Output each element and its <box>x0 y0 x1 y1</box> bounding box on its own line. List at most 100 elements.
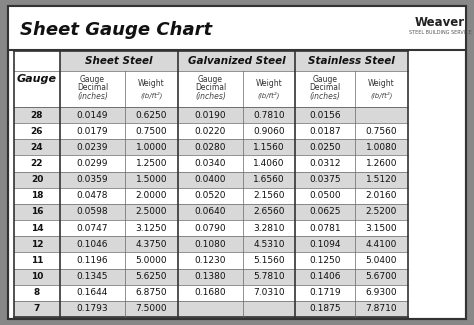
Text: 12: 12 <box>31 240 43 249</box>
Text: 0.7810: 0.7810 <box>253 111 285 120</box>
Text: 14: 14 <box>31 224 43 233</box>
Text: 8: 8 <box>34 288 40 297</box>
Text: 2.5000: 2.5000 <box>136 207 167 216</box>
Text: 26: 26 <box>31 127 43 136</box>
Text: Stainless Steel: Stainless Steel <box>308 56 395 66</box>
Text: STEEL BUILDING SERVICE: STEEL BUILDING SERVICE <box>409 31 471 35</box>
Text: 0.1719: 0.1719 <box>309 288 341 297</box>
Bar <box>14 301 408 317</box>
Text: (inches): (inches) <box>195 93 226 101</box>
Bar <box>14 220 408 236</box>
Text: 0.1793: 0.1793 <box>77 305 109 313</box>
Text: 0.9060: 0.9060 <box>253 127 285 136</box>
Text: Weaver: Weaver <box>415 16 465 29</box>
Text: 0.0781: 0.0781 <box>309 224 341 233</box>
Text: 3.1500: 3.1500 <box>365 224 397 233</box>
Text: 1.2600: 1.2600 <box>366 159 397 168</box>
Text: Gauge: Gauge <box>80 74 105 84</box>
Text: 0.0280: 0.0280 <box>195 143 226 152</box>
Text: 0.0500: 0.0500 <box>309 191 341 200</box>
Text: 4.3750: 4.3750 <box>136 240 167 249</box>
Text: 0.0747: 0.0747 <box>77 224 108 233</box>
Text: 0.0250: 0.0250 <box>309 143 341 152</box>
Text: 0.0375: 0.0375 <box>309 175 341 184</box>
Text: 0.0520: 0.0520 <box>195 191 226 200</box>
Text: Decimal: Decimal <box>77 84 108 93</box>
Text: 0.1080: 0.1080 <box>195 240 226 249</box>
Text: 7.0310: 7.0310 <box>253 288 285 297</box>
Text: 5.7810: 5.7810 <box>253 272 285 281</box>
Text: Gauge: Gauge <box>198 74 223 84</box>
Text: 1.2500: 1.2500 <box>136 159 167 168</box>
Text: 11: 11 <box>31 256 43 265</box>
Text: 6.8750: 6.8750 <box>136 288 167 297</box>
Text: 2.1560: 2.1560 <box>253 191 285 200</box>
Bar <box>14 204 408 220</box>
Text: 0.1046: 0.1046 <box>77 240 108 249</box>
Bar <box>14 236 408 253</box>
Text: 5.0400: 5.0400 <box>366 256 397 265</box>
Bar <box>14 123 408 139</box>
Bar <box>14 285 408 301</box>
Text: 1.0080: 1.0080 <box>365 143 397 152</box>
Bar <box>60 71 408 107</box>
Bar <box>14 51 60 107</box>
Text: 3.2810: 3.2810 <box>253 224 285 233</box>
Text: 5.6250: 5.6250 <box>136 272 167 281</box>
Text: 20: 20 <box>31 175 43 184</box>
Text: 1.0000: 1.0000 <box>136 143 167 152</box>
Text: 1.5000: 1.5000 <box>136 175 167 184</box>
Text: Gauge: Gauge <box>17 74 57 84</box>
Text: 0.0312: 0.0312 <box>309 159 341 168</box>
Text: Weight: Weight <box>138 79 165 87</box>
Text: 0.1644: 0.1644 <box>77 288 108 297</box>
Text: 0.0220: 0.0220 <box>195 127 226 136</box>
Text: 24: 24 <box>31 143 43 152</box>
Text: Decimal: Decimal <box>195 84 226 93</box>
Text: Sheet Steel: Sheet Steel <box>85 56 153 66</box>
Text: 2.5200: 2.5200 <box>366 207 397 216</box>
Bar <box>8 6 466 50</box>
Text: 10: 10 <box>31 272 43 281</box>
Text: 0.0400: 0.0400 <box>195 175 226 184</box>
Text: 0.0187: 0.0187 <box>309 127 341 136</box>
Text: 0.0149: 0.0149 <box>77 111 108 120</box>
Bar <box>14 155 408 172</box>
Text: 0.0299: 0.0299 <box>77 159 108 168</box>
Text: 1.6560: 1.6560 <box>253 175 285 184</box>
Text: 0.0340: 0.0340 <box>195 159 226 168</box>
Text: 0.1230: 0.1230 <box>195 256 226 265</box>
Text: 5.1560: 5.1560 <box>253 256 285 265</box>
Text: (lb/ft²): (lb/ft²) <box>370 91 392 99</box>
Bar <box>14 253 408 268</box>
Text: Galvanized Steel: Galvanized Steel <box>188 56 285 66</box>
Text: 1.5120: 1.5120 <box>366 175 397 184</box>
Text: 0.1094: 0.1094 <box>309 240 341 249</box>
Bar <box>14 188 408 204</box>
Bar <box>14 268 408 285</box>
Text: 0.0156: 0.0156 <box>309 111 341 120</box>
Text: 1.1560: 1.1560 <box>253 143 285 152</box>
Text: 0.1406: 0.1406 <box>309 272 341 281</box>
Text: 4.5310: 4.5310 <box>253 240 285 249</box>
Text: 6.9300: 6.9300 <box>365 288 397 297</box>
Text: (inches): (inches) <box>77 93 108 101</box>
Text: 28: 28 <box>31 111 43 120</box>
Text: 0.0190: 0.0190 <box>195 111 226 120</box>
Text: 0.0478: 0.0478 <box>77 191 108 200</box>
Text: 0.0598: 0.0598 <box>77 207 109 216</box>
Text: 0.0790: 0.0790 <box>195 224 226 233</box>
Text: 0.1345: 0.1345 <box>77 272 108 281</box>
Text: (lb/ft²): (lb/ft²) <box>140 91 163 99</box>
Bar <box>60 51 178 71</box>
Text: 0.1875: 0.1875 <box>309 305 341 313</box>
Text: (lb/ft²): (lb/ft²) <box>258 91 280 99</box>
Text: 5.6700: 5.6700 <box>365 272 397 281</box>
Bar <box>295 51 408 71</box>
Text: 7.8710: 7.8710 <box>365 305 397 313</box>
Text: 1.4060: 1.4060 <box>253 159 285 168</box>
Text: 0.6250: 0.6250 <box>136 111 167 120</box>
Text: 0.1196: 0.1196 <box>77 256 109 265</box>
Text: 0.0179: 0.0179 <box>77 127 109 136</box>
Text: Sheet Gauge Chart: Sheet Gauge Chart <box>20 21 212 39</box>
